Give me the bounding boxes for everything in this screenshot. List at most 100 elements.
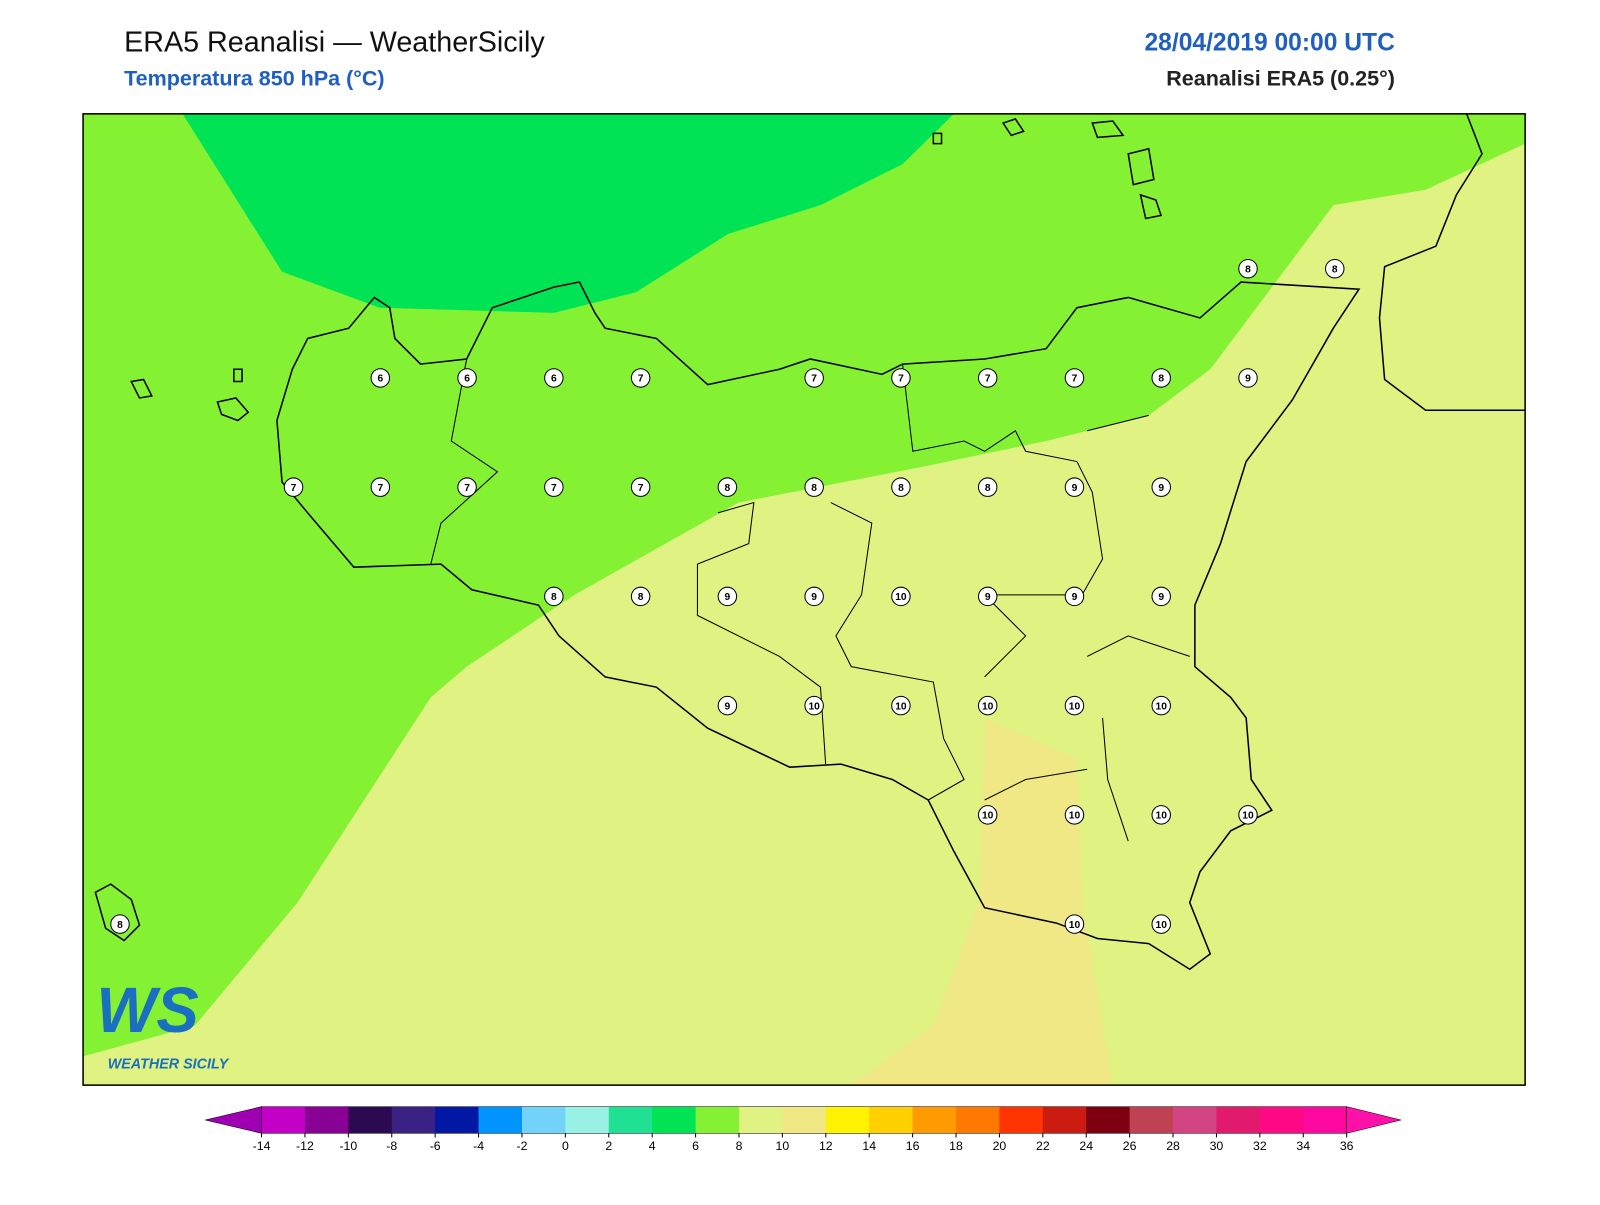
colorbar-box <box>825 1106 870 1134</box>
station-marker <box>804 586 824 607</box>
station-value: 7 <box>551 483 557 494</box>
station-marker <box>630 368 651 388</box>
colorbar-tick-label: 16 <box>906 1139 920 1153</box>
colorbar-tick-label: 4 <box>649 1139 656 1153</box>
station-value: 7 <box>898 374 904 385</box>
colorbar-tick-label: 26 <box>1123 1139 1137 1153</box>
station-value: 8 <box>725 483 731 494</box>
station-marker <box>977 695 998 716</box>
station-value: 8 <box>638 592 644 603</box>
station-marker <box>891 477 911 497</box>
station-value: 10 <box>895 592 907 603</box>
station-marker <box>1151 695 1171 716</box>
station-value: 7 <box>985 374 991 385</box>
station-value: 9 <box>1158 592 1164 603</box>
colorbar-box <box>1173 1106 1217 1134</box>
colorbar-box <box>391 1106 436 1134</box>
colorbar-box <box>782 1106 827 1134</box>
colorbar-box <box>999 1106 1044 1134</box>
station-value: 10 <box>982 701 994 712</box>
station-value: 10 <box>1156 701 1168 712</box>
colorbar-tick-label: -2 <box>517 1139 528 1153</box>
colorbar-box <box>738 1106 783 1134</box>
station-value: 9 <box>1158 483 1164 494</box>
station-value: 10 <box>1069 701 1081 712</box>
station-marker <box>630 586 651 607</box>
station-value: 7 <box>1072 374 1078 385</box>
colorbar-box <box>521 1106 566 1134</box>
logo-initials: WS <box>96 975 198 1046</box>
station-marker <box>1064 914 1085 934</box>
station-marker <box>544 477 564 497</box>
colorbar-box <box>1129 1106 1174 1134</box>
colorbar-box <box>1303 1106 1348 1134</box>
colorbar-box <box>869 1106 914 1134</box>
colorbar-tick-label: 0 <box>562 1139 569 1153</box>
station-marker <box>1238 368 1258 388</box>
station-marker <box>977 586 998 607</box>
station-value: 10 <box>1069 920 1081 931</box>
station-marker <box>804 695 824 716</box>
colorbar-tick-label: -6 <box>430 1139 441 1153</box>
station-value: 9 <box>1245 374 1251 385</box>
colorbar-box <box>565 1106 610 1134</box>
station-marker <box>457 368 477 388</box>
station-marker <box>1151 805 1171 825</box>
station-value: 6 <box>464 374 470 385</box>
islands <box>94 118 1163 942</box>
colorbar-tick-label: -14 <box>253 1139 271 1153</box>
station-marker <box>370 477 391 497</box>
colorbar-tick-label: 20 <box>993 1139 1007 1153</box>
date: 28/04/2019 00:00 UTC <box>1144 30 1395 57</box>
station-marker <box>717 586 738 607</box>
station-value: 9 <box>985 592 991 603</box>
sicily <box>276 281 1361 971</box>
station-value: 8 <box>898 483 904 494</box>
colorbar-box <box>695 1106 740 1134</box>
source: Reanalisi ERA5 (0.25°) <box>1166 67 1395 91</box>
colorbar-tick-label: 10 <box>776 1139 790 1153</box>
station-value: 9 <box>725 701 731 712</box>
colorbar: -14 -12 -10 -8 -6 -4 -2 0 2 4 6 8 10 12 14 16 18 20 22 24 26… <box>205 1106 1402 1153</box>
colorbar-box <box>1086 1106 1131 1134</box>
station-marker <box>1151 914 1171 934</box>
station-marker <box>717 695 738 716</box>
colorbar-tick-label: -8 <box>386 1139 397 1153</box>
station-marker <box>630 477 651 497</box>
station-marker <box>1151 368 1171 388</box>
station-marker <box>1064 477 1085 497</box>
station-value: 9 <box>725 592 731 603</box>
station-value: 9 <box>811 592 817 603</box>
colorbar-box <box>478 1106 523 1134</box>
station-marker <box>804 477 824 497</box>
station-marker <box>1325 258 1345 279</box>
station-value: 8 <box>811 483 817 494</box>
colorbar-tick-label: 32 <box>1253 1139 1267 1153</box>
coastlines <box>94 113 1526 971</box>
station-value: 8 <box>1245 264 1251 275</box>
station-marker <box>1151 586 1171 607</box>
station-value: 7 <box>377 483 383 494</box>
station-marker <box>891 695 911 716</box>
station-value: 10 <box>1069 811 1081 822</box>
station-marker <box>283 477 304 497</box>
station-marker <box>804 368 824 388</box>
colorbar-box <box>435 1106 480 1134</box>
colorbar-box <box>1216 1106 1261 1134</box>
colorbar-tick-label: 8 <box>736 1139 743 1153</box>
title: ERA5 Reanalisi — WeatherSicily <box>124 27 545 59</box>
map-frame <box>82 113 1526 1086</box>
colorbar-tick-label: -4 <box>473 1139 484 1153</box>
zone-6-8 <box>83 113 1526 1057</box>
station-value: 9 <box>1072 483 1078 494</box>
station-values: 8 8 6 6 6 7 7 7 7 7 8 9 7 7 7 7 7 8 8 8 8 9 9 8 8 9 9 10 9 9 9 9 10 10 10 1… <box>110 258 1345 934</box>
colorbar-tick-label: 14 <box>862 1139 876 1153</box>
station-value: 7 <box>291 483 297 494</box>
station-marker <box>1064 586 1085 607</box>
station-marker <box>370 368 391 388</box>
station-value: 10 <box>808 701 820 712</box>
colorbar-tick-label: 6 <box>692 1139 699 1153</box>
station-marker <box>977 368 998 388</box>
